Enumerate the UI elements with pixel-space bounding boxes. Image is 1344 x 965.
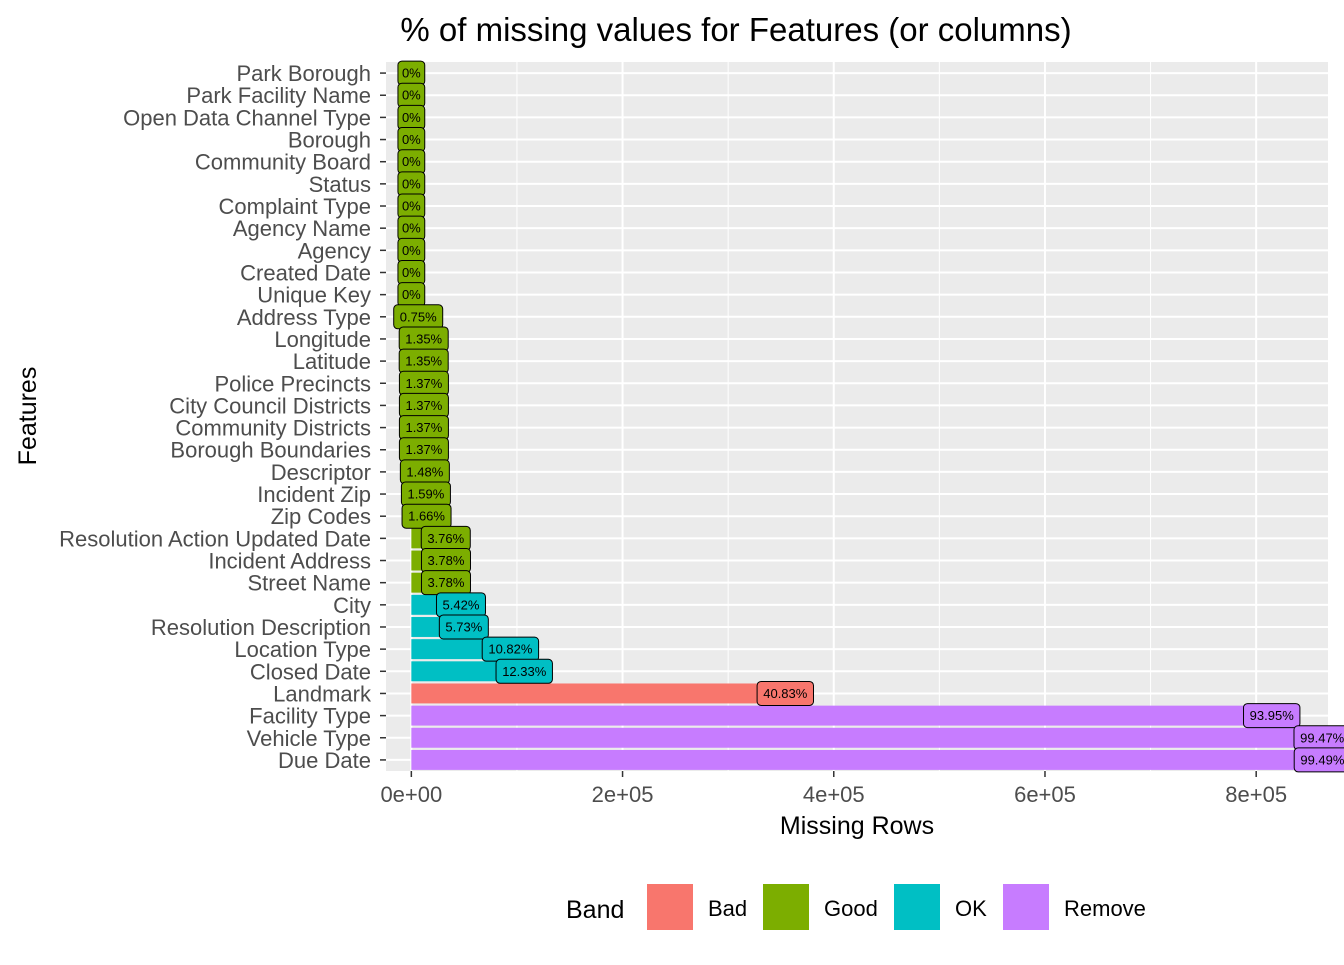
percent-label: 1.37%: [405, 376, 442, 391]
percent-label: 0.75%: [400, 309, 437, 324]
bar: [411, 683, 785, 703]
x-tick-label: 2e+05: [592, 782, 654, 807]
bar: [411, 728, 1322, 748]
percent-label: 1.35%: [405, 354, 442, 369]
legend: Band Bad Good OK Remove: [566, 884, 1146, 930]
percent-label: 0%: [402, 221, 421, 236]
percent-label: 3.78%: [428, 575, 465, 590]
bar: [411, 706, 1271, 726]
percent-label: 1.48%: [406, 464, 443, 479]
percent-label: 0%: [402, 110, 421, 125]
legend-key: [647, 884, 693, 930]
y-axis-title: Features: [14, 367, 42, 466]
percent-label: 99.47%: [1300, 730, 1344, 745]
legend-title: Band: [566, 896, 624, 924]
chart-title: % of missing values for Features (or col…: [400, 11, 1071, 48]
percent-label: 0%: [402, 176, 421, 191]
y-tick-label: Due Date: [278, 748, 371, 773]
percent-label: 0%: [402, 132, 421, 147]
percent-label: 99.49%: [1300, 752, 1344, 767]
bar: [411, 750, 1322, 770]
percent-label: 0%: [402, 66, 421, 81]
legend-key: [1003, 884, 1049, 930]
percent-label: 10.82%: [488, 642, 533, 657]
percent-label: 1.37%: [405, 420, 442, 435]
percent-label: 0%: [402, 243, 421, 258]
x-tick-label: 6e+05: [1014, 782, 1076, 807]
x-tick-label: 4e+05: [803, 782, 865, 807]
percent-label: 0%: [402, 287, 421, 302]
percent-label: 0%: [402, 265, 421, 280]
percent-label: 12.33%: [502, 664, 547, 679]
percent-label: 93.95%: [1250, 708, 1295, 723]
percent-label: 1.37%: [405, 398, 442, 413]
percent-label: 3.78%: [428, 553, 465, 568]
percent-label: 1.59%: [407, 487, 444, 502]
percent-label: 5.73%: [445, 619, 482, 634]
x-axis-ticks: 0e+00 2e+05 4e+05 6e+05 8e+05: [380, 771, 1287, 807]
percent-label: 40.83%: [763, 686, 808, 701]
legend-key: [763, 884, 809, 930]
percent-label: 0%: [402, 88, 421, 103]
legend-label: OK: [955, 896, 987, 921]
legend-key: [894, 884, 940, 930]
legend-label: Remove: [1064, 896, 1146, 921]
x-tick-label: 8e+05: [1225, 782, 1287, 807]
legend-label: Bad: [708, 896, 747, 921]
percent-label: 5.42%: [443, 597, 480, 612]
x-axis-title: Missing Rows: [780, 812, 934, 840]
percent-label: 1.37%: [405, 442, 442, 457]
percent-label: 0%: [402, 154, 421, 169]
x-tick-label: 0e+00: [380, 782, 442, 807]
percent-label: 3.76%: [427, 531, 464, 546]
percent-label: 1.35%: [405, 331, 442, 346]
legend-label: Good: [824, 896, 878, 921]
percent-label: 1.66%: [408, 509, 445, 524]
percent-label: 0%: [402, 199, 421, 214]
